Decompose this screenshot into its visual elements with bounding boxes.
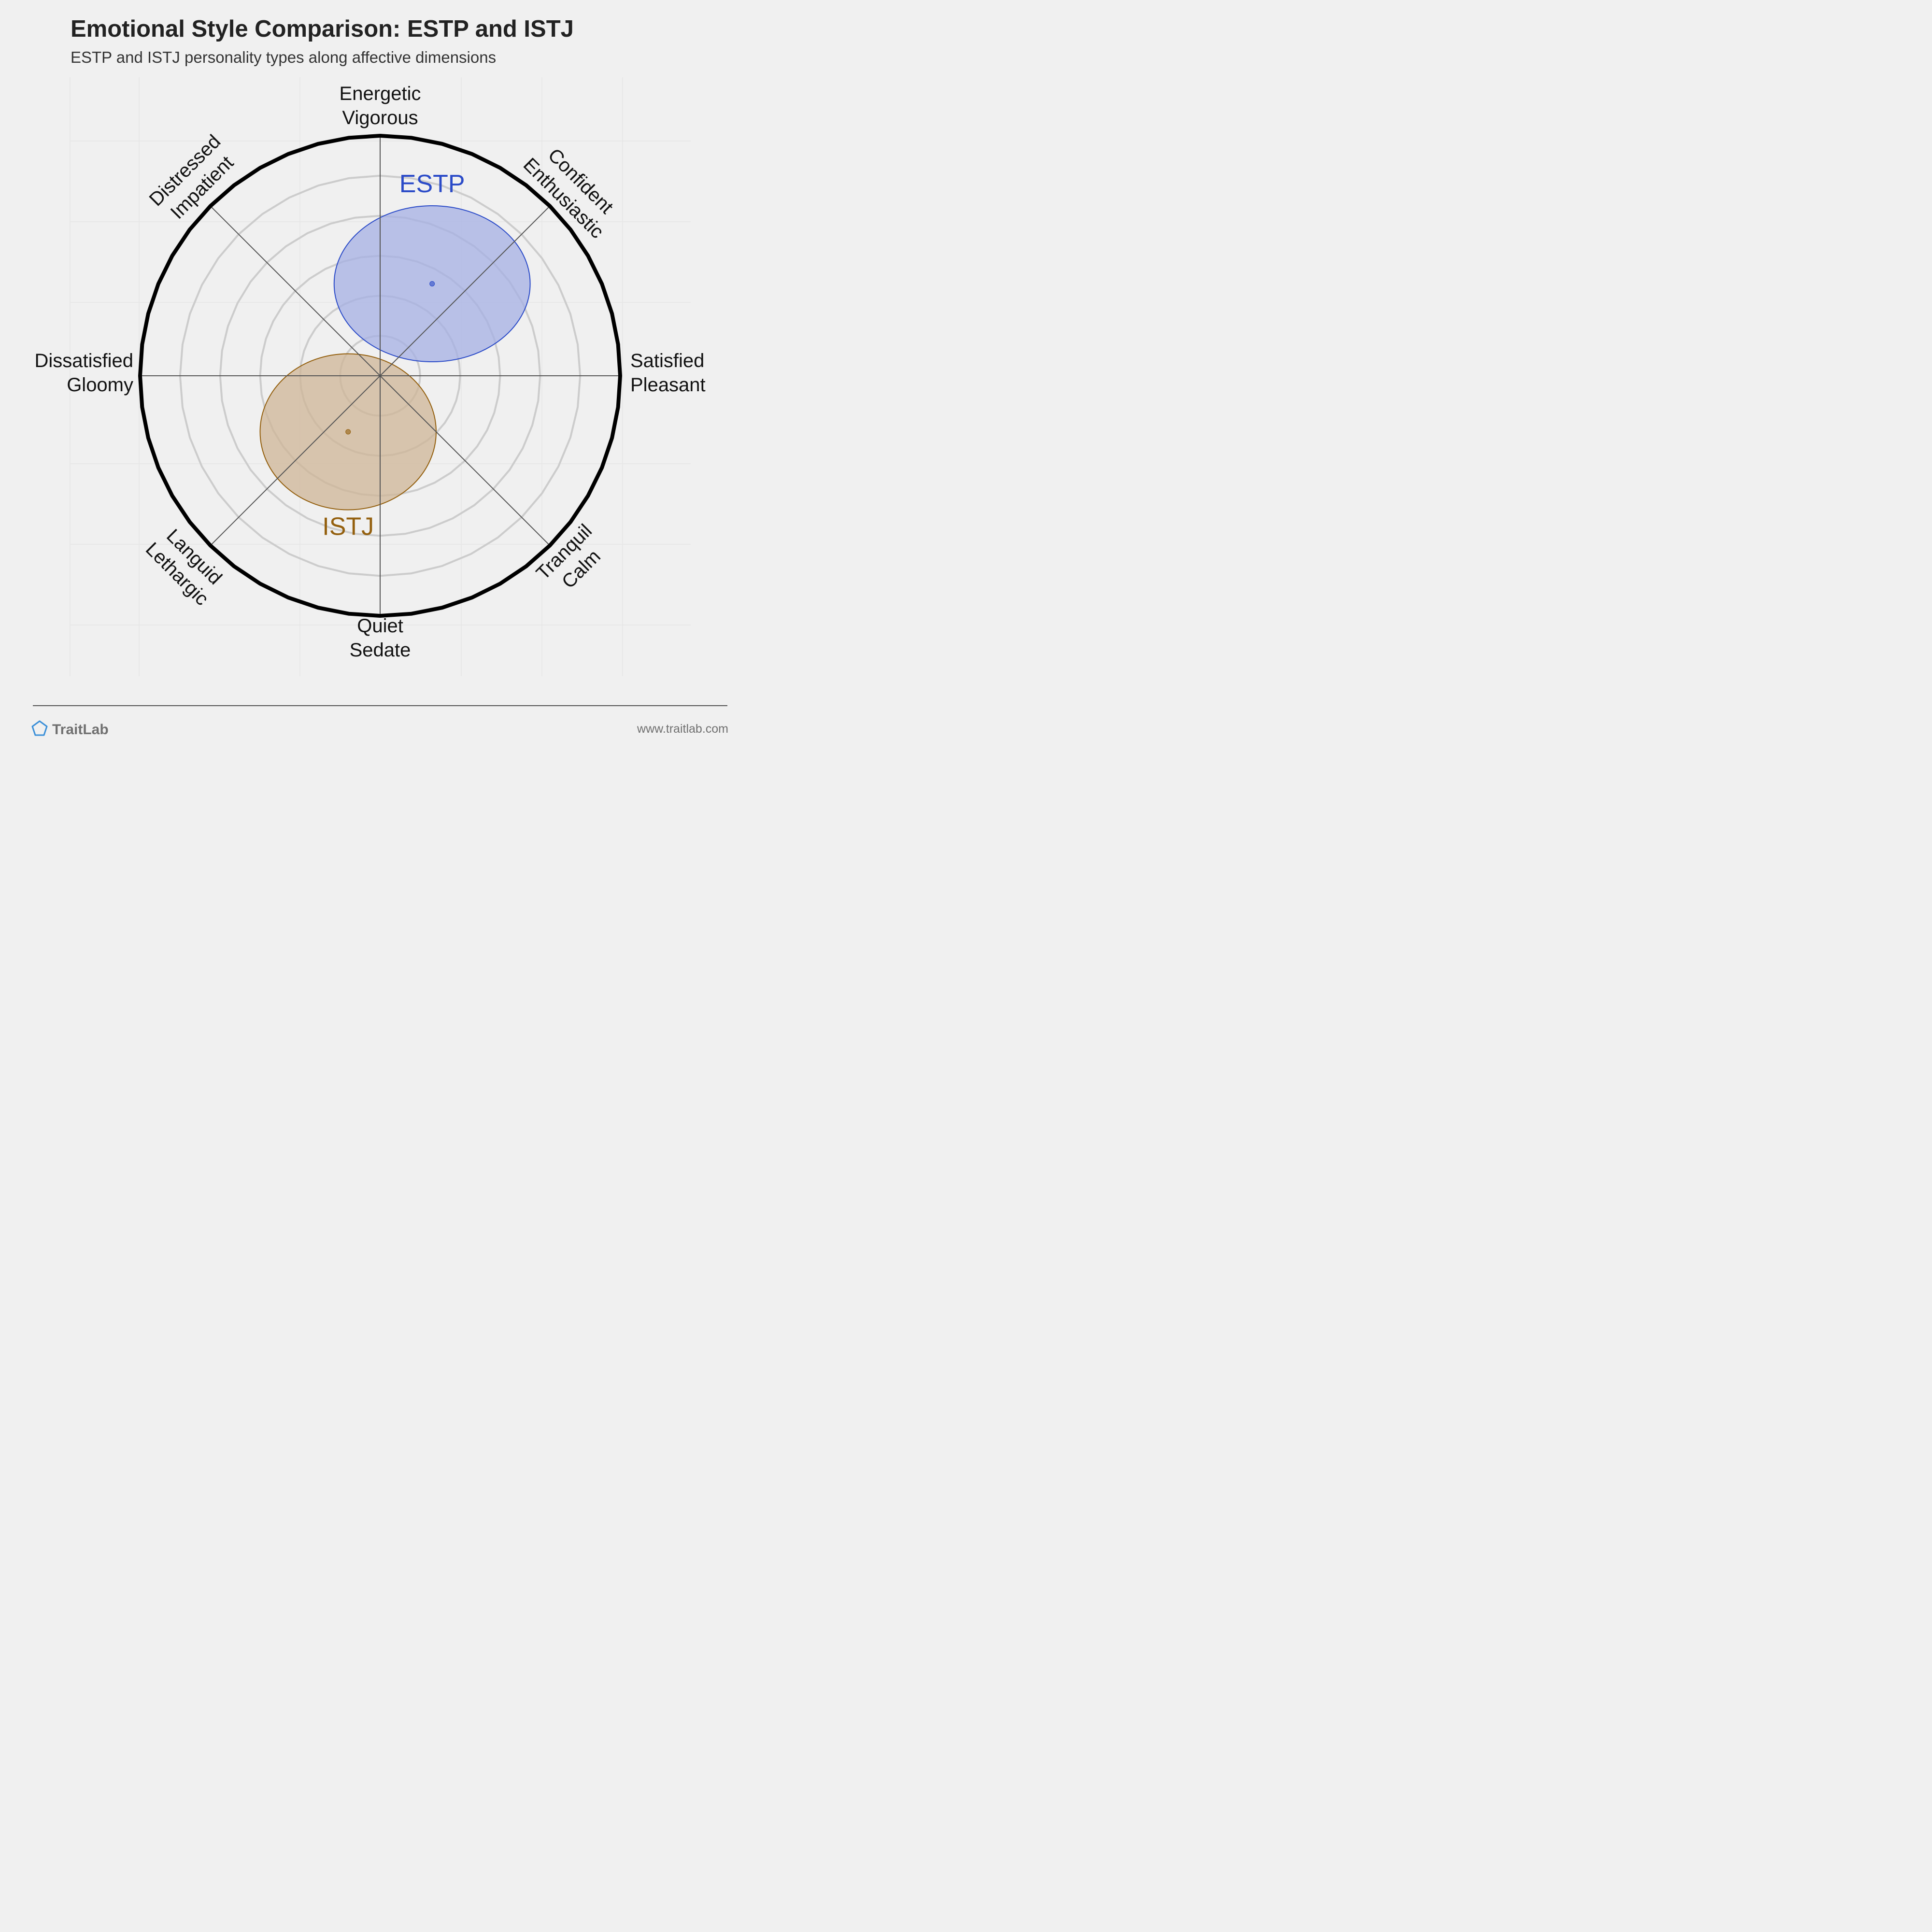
chart-subtitle: ESTP and ISTJ personality types along af… <box>71 48 497 66</box>
outer-ring <box>138 133 623 618</box>
axis-label-line: Pleasant <box>630 374 706 396</box>
series-center-ISTJ <box>345 429 351 435</box>
footer-divider <box>33 705 727 706</box>
traitlab-logo-icon <box>31 720 48 739</box>
axis-label-line: Energetic <box>340 83 421 104</box>
axis-spoke-3 <box>210 205 551 546</box>
series-label-ESTP: ESTP <box>399 170 465 198</box>
series-center-ESTP <box>429 281 435 286</box>
chart-title: Emotional Style Comparison: ESTP and IST… <box>71 16 574 42</box>
brand[interactable]: TraitLab <box>31 720 109 739</box>
axis-label-line: Sedate <box>350 639 411 661</box>
axis-label-left: Dissatisfied Gloomy <box>34 350 133 396</box>
series-label-ISTJ: ISTJ <box>322 512 374 540</box>
axis-label-line: Dissatisfied <box>34 350 133 371</box>
site-url[interactable]: www.traitlab.com <box>637 722 728 736</box>
affect-circle-chart: ESTP ISTJ Energetic Vigorous ConfidentEnthus… <box>34 77 706 676</box>
axis-label-line: Satisfied <box>630 350 704 371</box>
axis-label-line: Quiet <box>357 615 403 637</box>
axis-label-line: Vigorous <box>342 107 418 128</box>
axis-label-top: Energetic Vigorous <box>340 83 421 128</box>
axis-label-right: Satisfied Pleasant <box>630 350 706 396</box>
brand-name: TraitLab <box>52 721 109 738</box>
axis-label-line: Gloomy <box>67 374 133 396</box>
